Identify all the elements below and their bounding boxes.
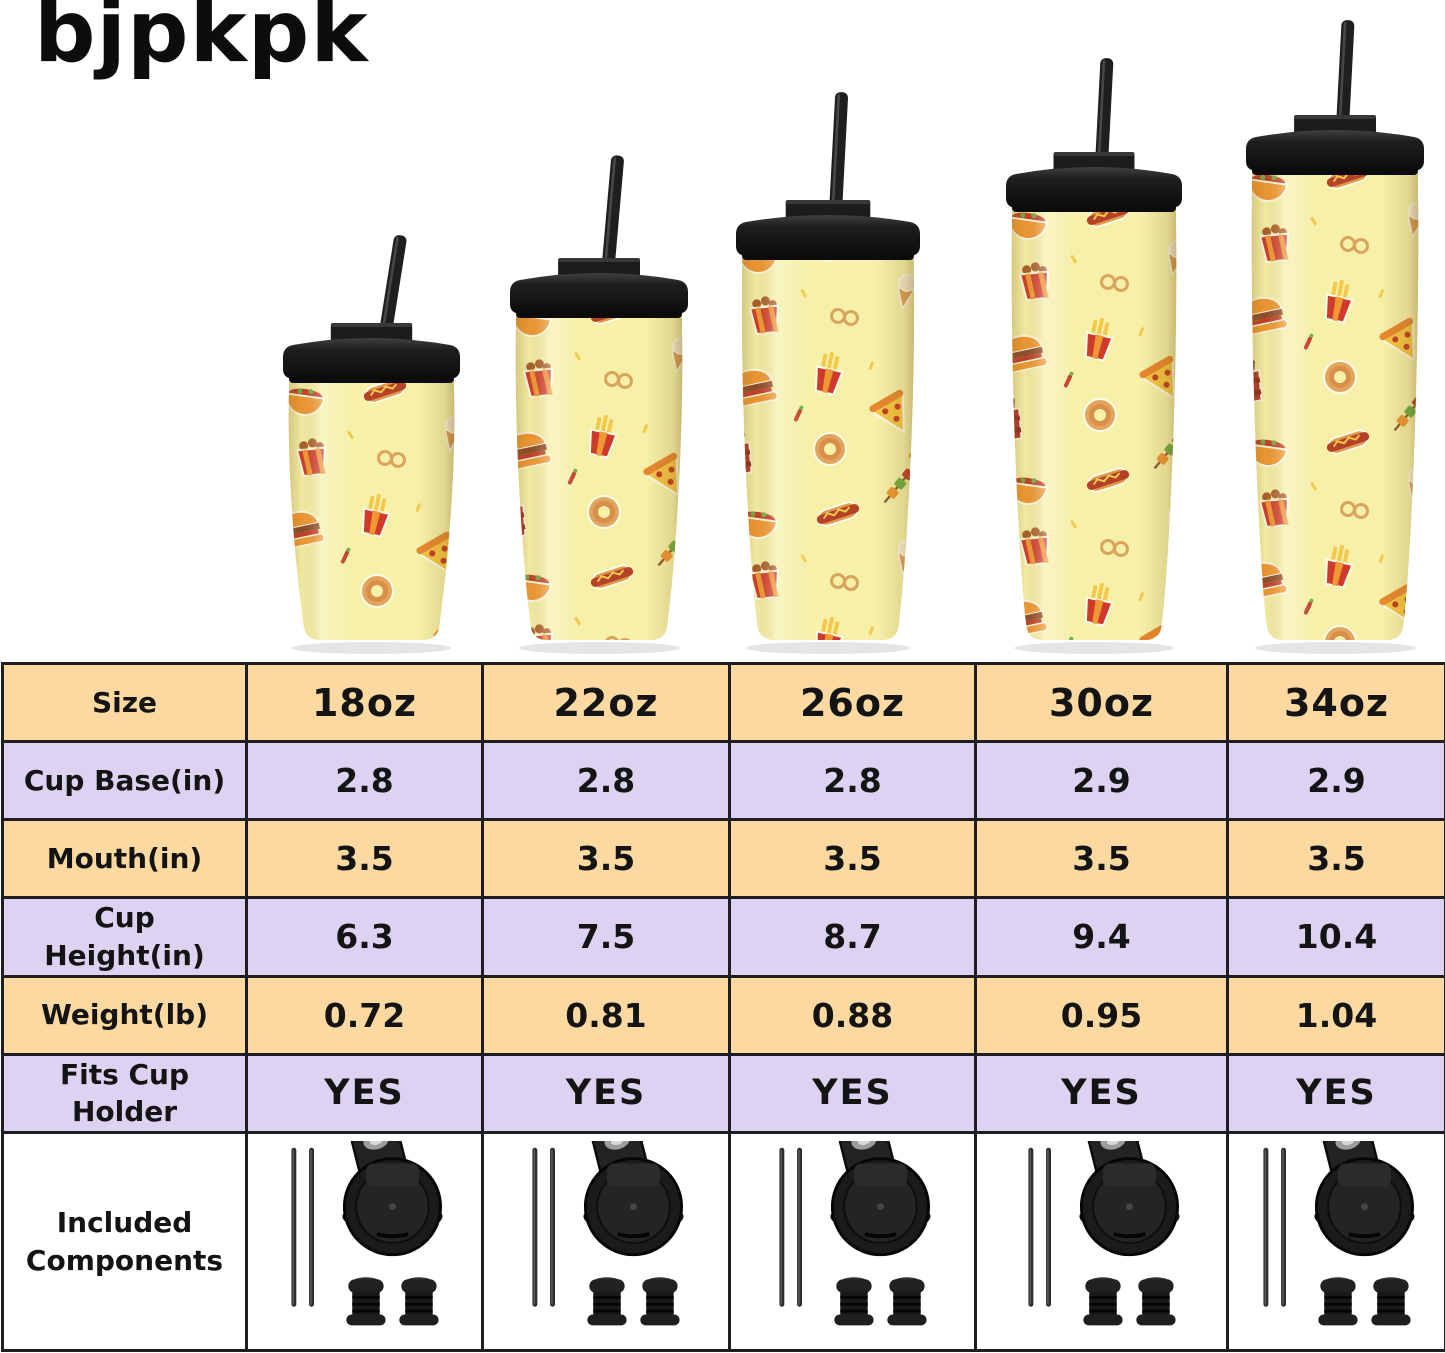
spec-row-label-size: Size bbox=[1, 662, 248, 743]
table-row: Cup Base(in) 2.8 2.8 2.8 2.9 2.9 bbox=[1, 740, 1445, 821]
table-row: Cup Height(in) 6.3 7.5 8.7 9.4 10.4 bbox=[1, 896, 1445, 978]
spec-cell-included-components-18oz bbox=[245, 1131, 484, 1353]
tumbler-18oz bbox=[283, 235, 460, 654]
spec-cell-cup-base-in-34oz: 2.9 bbox=[1226, 740, 1445, 821]
spec-table: Size 18oz 22oz 26oz 30oz 34oz Cup Base(in) 2.8 2… bbox=[1, 662, 1445, 1353]
brand-logo: bjpkpk bbox=[34, 0, 369, 82]
spec-cell-size-34oz: 34oz bbox=[1226, 662, 1445, 743]
spec-cell-cup-base-in-18oz: 2.8 bbox=[245, 740, 484, 821]
spec-cell-cup-height-in-30oz: 9.4 bbox=[974, 896, 1229, 978]
spec-cell-mouth-in-30oz: 3.5 bbox=[974, 818, 1229, 899]
spec-cell-mouth-in-34oz: 3.5 bbox=[1226, 818, 1445, 899]
spec-cell-weight-lb-34oz: 1.04 bbox=[1226, 974, 1445, 1056]
table-row: Mouth(in) 3.5 3.5 3.5 3.5 3.5 bbox=[1, 818, 1445, 899]
tumbler-26oz bbox=[736, 92, 920, 654]
spec-row-label-cup-base-in: Cup Base(in) bbox=[1, 740, 248, 821]
spec-cell-weight-lb-18oz: 0.72 bbox=[245, 974, 484, 1056]
spec-cell-mouth-in-18oz: 3.5 bbox=[245, 818, 484, 899]
spec-cell-fits-cup-holder-18oz: YES bbox=[245, 1052, 484, 1135]
spec-cell-size-26oz: 26oz bbox=[728, 662, 977, 743]
spec-cell-fits-cup-holder-22oz: YES bbox=[481, 1052, 731, 1135]
spec-cell-size-18oz: 18oz bbox=[245, 662, 484, 743]
flip-lid-icon bbox=[736, 200, 920, 260]
spec-cell-included-components-26oz bbox=[728, 1131, 977, 1353]
spec-row-label-mouth-in: Mouth(in) bbox=[1, 818, 248, 899]
included-components-icon bbox=[262, 1141, 468, 1339]
table-row: Included Components bbox=[1, 1131, 1445, 1353]
spec-cell-fits-cup-holder-34oz: YES bbox=[1226, 1052, 1445, 1135]
spec-cell-weight-lb-30oz: 0.95 bbox=[974, 974, 1229, 1056]
spec-cell-size-30oz: 30oz bbox=[974, 662, 1229, 743]
spec-cell-included-components-34oz bbox=[1226, 1131, 1445, 1353]
spec-cell-mouth-in-26oz: 3.5 bbox=[728, 818, 977, 899]
straw-icon bbox=[1335, 20, 1355, 140]
flip-lid-icon bbox=[1006, 152, 1182, 212]
straw-icon bbox=[377, 235, 407, 348]
tumbler-34oz bbox=[1246, 20, 1424, 654]
spec-cell-mouth-in-22oz: 3.5 bbox=[481, 818, 731, 899]
spec-cell-cup-base-in-26oz: 2.8 bbox=[728, 740, 977, 821]
spec-cell-fits-cup-holder-26oz: YES bbox=[728, 1052, 977, 1135]
table-row: Weight(lb) 0.72 0.81 0.88 0.95 1.04 bbox=[1, 974, 1445, 1056]
included-components-icon bbox=[999, 1141, 1205, 1339]
straw-icon bbox=[828, 92, 849, 225]
straw-icon bbox=[1094, 58, 1114, 177]
spec-cell-included-components-30oz bbox=[974, 1131, 1229, 1353]
spec-cell-weight-lb-22oz: 0.81 bbox=[481, 974, 731, 1056]
flip-lid-icon bbox=[510, 258, 688, 318]
spec-cell-cup-height-in-22oz: 7.5 bbox=[481, 896, 731, 978]
included-components-icon bbox=[750, 1141, 956, 1339]
spec-row-label-weight-lb: Weight(lb) bbox=[1, 974, 248, 1056]
spec-cell-cup-height-in-34oz: 10.4 bbox=[1226, 896, 1445, 978]
spec-cell-cup-height-in-18oz: 6.3 bbox=[245, 896, 484, 978]
spec-cell-cup-base-in-30oz: 2.9 bbox=[974, 740, 1229, 821]
spec-cell-cup-height-in-26oz: 8.7 bbox=[728, 896, 977, 978]
spec-cell-fits-cup-holder-30oz: YES bbox=[974, 1052, 1229, 1135]
tumbler-30oz bbox=[1006, 58, 1182, 654]
spec-cell-cup-base-in-22oz: 2.8 bbox=[481, 740, 731, 821]
spec-cell-included-components-22oz bbox=[481, 1131, 731, 1353]
included-components-icon bbox=[1234, 1141, 1440, 1339]
spec-cell-weight-lb-26oz: 0.88 bbox=[728, 974, 977, 1056]
included-components-icon bbox=[503, 1141, 709, 1339]
straw-icon bbox=[600, 155, 624, 283]
tumbler-22oz bbox=[510, 155, 688, 654]
flip-lid-icon bbox=[1246, 115, 1424, 175]
table-row: Fits Cup Holder YES YES YES YES YES bbox=[1, 1052, 1445, 1135]
spec-cell-size-22oz: 22oz bbox=[481, 662, 731, 743]
spec-row-label-included-components: Included Components bbox=[1, 1131, 248, 1353]
spec-row-label-fits-cup-holder: Fits Cup Holder bbox=[1, 1052, 248, 1135]
table-row: Size 18oz 22oz 26oz 30oz 34oz bbox=[1, 662, 1445, 743]
flip-lid-icon bbox=[283, 323, 460, 383]
spec-row-label-cup-height-in: Cup Height(in) bbox=[1, 896, 248, 978]
